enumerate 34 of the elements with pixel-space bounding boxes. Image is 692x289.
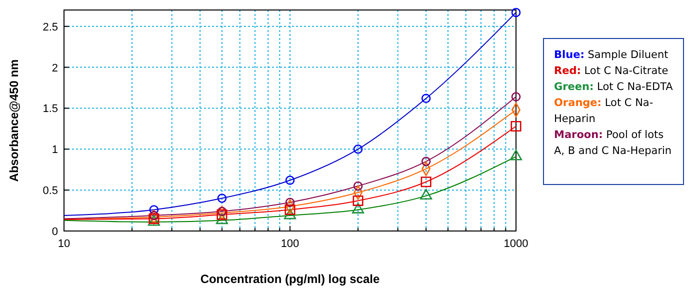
y-tick-label: 2.5 [42,21,58,34]
point [217,194,227,203]
point [420,188,432,200]
point [285,198,295,207]
x-axis-title: Concentration (pg/ml) log scale [200,272,380,286]
y-tick-label: 1.5 [42,103,58,116]
y-tick-label: 0.5 [42,185,58,198]
point [353,181,363,191]
text: Maroon: Pool of lots A, B and C Na-Heparin [554,128,673,159]
point [285,176,295,185]
point [216,209,228,220]
point [216,214,228,224]
point [421,156,431,166]
point [217,206,227,216]
y-axis-title: Absorbance@450 nm [7,59,21,182]
y-tick-label: 2 [52,62,58,74]
point [284,208,296,220]
point [284,204,296,215]
text: Blue: Sample Diluent [554,48,670,63]
y-tick-label: 1 [52,144,58,156]
y-tick-label: 0 [52,226,58,238]
text: Green: Lot C Na-EDTA [554,80,674,95]
point [352,202,364,214]
point [420,176,432,188]
point [352,195,364,206]
point [421,94,431,104]
point [149,210,159,220]
x-tick-label: 1000 [504,238,528,250]
x-tick-label: 10 [58,238,70,250]
x-tick-label: 100 [280,238,300,250]
text: Orange: Lot C Na-Heparin [554,96,654,127]
point [353,144,363,154]
point [149,205,159,214]
text: Red: Lot C Na-Citrate [554,64,670,79]
